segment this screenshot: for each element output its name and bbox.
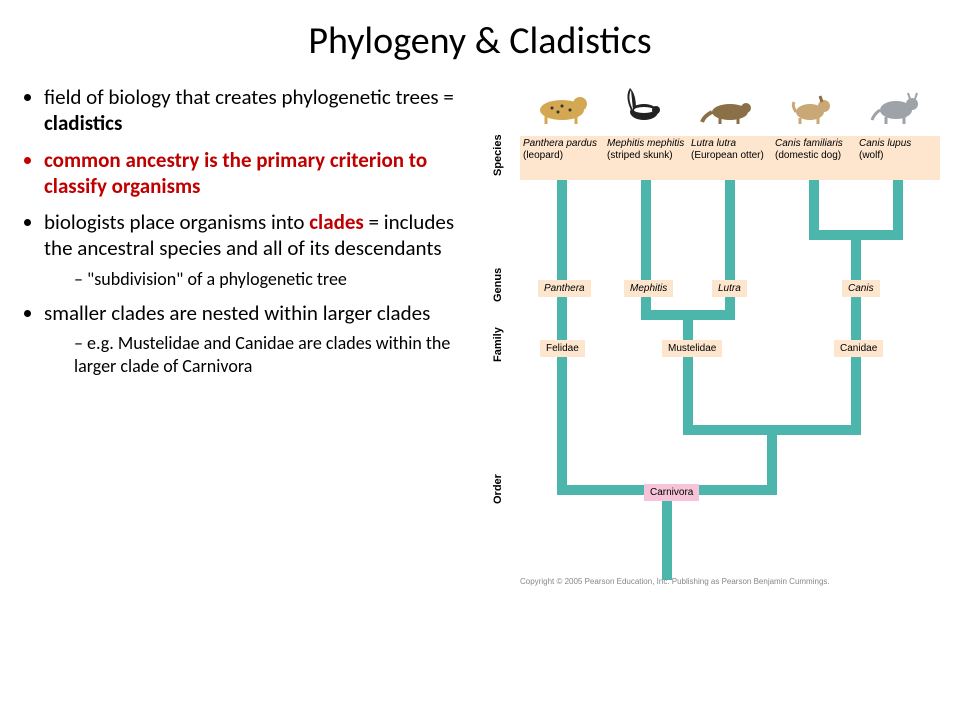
- bullet-list: field of biology that creates phylogenet…: [20, 74, 480, 634]
- bullet-3: biologists place organisms into clades =…: [44, 209, 480, 290]
- animal-row: [520, 74, 940, 134]
- dog-icon: [772, 74, 856, 134]
- species-labels: Panthera pardus(leopard) Mephitis mephit…: [520, 136, 940, 180]
- species-leopard: Panthera pardus(leopard): [520, 136, 604, 180]
- bullet-4: smaller clades are nested within larger …: [44, 300, 480, 377]
- genus-lutra: Lutra: [712, 280, 747, 297]
- bullet-4-sub: e.g. Mustelidae and Canidae are clades w…: [74, 332, 480, 377]
- genus-mephitis: Mephitis: [624, 280, 673, 297]
- bullet-2: common ancestry is the primary criterion…: [44, 147, 480, 200]
- bullet-1: field of biology that creates phylogenet…: [44, 84, 480, 137]
- leopard-icon: [520, 74, 604, 134]
- tree-svg: [520, 180, 940, 580]
- content-row: field of biology that creates phylogenet…: [0, 74, 960, 634]
- page-title: Phylogeny & Cladistics: [0, 0, 960, 74]
- skunk-icon: [604, 74, 688, 134]
- wolf-icon: [856, 74, 940, 134]
- order-carnivora: Carnivora: [644, 484, 699, 501]
- bullet-3-red: clades: [309, 209, 364, 235]
- species-dog: Canis familiaris(domestic dog): [772, 136, 856, 180]
- label-species: Species: [492, 134, 504, 176]
- label-family: Family: [492, 327, 504, 362]
- species-otter: Lutra lutra(European otter): [688, 136, 772, 180]
- genus-panthera: Panthera: [538, 280, 591, 297]
- genus-canis: Canis: [842, 280, 880, 297]
- bullet-1-text: field of biology that creates phylogenet…: [44, 84, 454, 110]
- bullet-3-pre: biologists place organisms into: [44, 209, 309, 235]
- copyright-text: Copyright © 2005 Pearson Education, Inc.…: [520, 577, 830, 586]
- phylogeny-diagram: Species Genus Family Order Panthera pard: [480, 74, 940, 634]
- label-order: Order: [492, 474, 504, 504]
- otter-icon: [688, 74, 772, 134]
- family-felidae: Felidae: [540, 340, 585, 357]
- species-skunk: Mephitis mephitis(striped skunk): [604, 136, 688, 180]
- bullet-3-sub: "subdivision" of a phylogenetic tree: [74, 268, 480, 291]
- species-wolf: Canis lupus(wolf): [856, 136, 940, 180]
- label-genus: Genus: [492, 268, 504, 302]
- bullet-1-bold: cladistics: [44, 110, 122, 136]
- bullet-4-text: smaller clades are nested within larger …: [44, 300, 430, 326]
- family-canidae: Canidae: [834, 340, 883, 357]
- family-mustelidae: Mustelidae: [662, 340, 722, 357]
